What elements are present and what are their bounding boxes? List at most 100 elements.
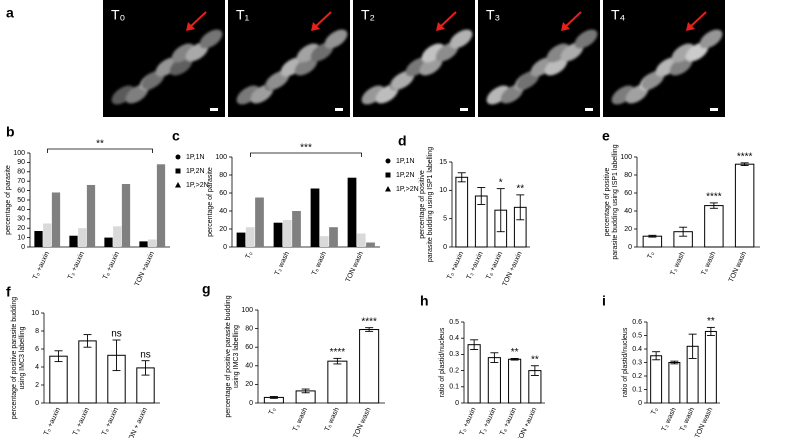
error-bar	[477, 187, 486, 205]
scale-bar	[710, 108, 718, 111]
panel-letter: f	[6, 284, 11, 300]
x-tick-label: T ON + auxin	[125, 407, 149, 438]
legend-label: 1P,2N	[186, 168, 205, 175]
bar	[668, 362, 681, 404]
bar	[113, 226, 122, 247]
error-bar	[496, 188, 505, 233]
bar	[292, 211, 301, 247]
y-tick-label: 0.5	[632, 332, 642, 339]
frame-label: T₄	[611, 7, 626, 23]
error-bar	[530, 365, 539, 376]
x-tick-label: T₀	[646, 251, 655, 261]
cell	[405, 57, 429, 77]
y-tick-label: 10	[439, 187, 447, 194]
y-tick-label: 30	[17, 216, 25, 223]
y-tick-label: 5	[443, 216, 447, 223]
cells	[361, 29, 473, 105]
significance: *	[499, 177, 503, 188]
bar	[310, 188, 320, 247]
y-tick-label: 4	[35, 364, 39, 371]
x-tick-label: T₀	[245, 251, 254, 261]
arrow	[188, 11, 207, 29]
error-bar	[740, 162, 749, 167]
y-tick-label: 100	[13, 150, 25, 157]
cell	[419, 56, 443, 76]
y-tick-label: 40	[624, 208, 632, 215]
error-bar	[688, 333, 697, 359]
x-tick-label: T₃ +auxin	[479, 407, 498, 437]
x-tick-label: T₃ wash	[670, 251, 687, 277]
error-bar	[706, 326, 715, 336]
y-tick-label: 60	[624, 190, 632, 197]
y-tick-label: 0.2	[449, 367, 459, 374]
y-tick-label: 40	[17, 206, 25, 213]
scale-bar	[210, 108, 218, 111]
legend-label: 1P,>2N	[396, 186, 419, 193]
x-tick-label: T₀	[650, 407, 659, 417]
panel-letter: h	[420, 293, 429, 309]
arrow-head	[686, 22, 695, 31]
bar	[139, 241, 148, 247]
x-tick-label: T₃ +auxin	[466, 251, 485, 281]
y-tick-label: 70	[17, 178, 25, 185]
panel-letter: e	[602, 128, 610, 144]
y-tick-label: 80	[245, 325, 253, 332]
y-tick-label: 90	[17, 159, 25, 166]
y-tick-label: 60	[245, 344, 253, 351]
cells	[111, 29, 223, 105]
y-tick-label: 15	[439, 159, 447, 166]
y-axis-label: parasite budding using ISP1 labelling	[612, 144, 619, 259]
scale-bar	[335, 108, 343, 111]
significance: **	[531, 354, 539, 365]
bar	[51, 192, 61, 247]
legend-label: 1P,>2N	[186, 182, 209, 189]
cell	[655, 57, 679, 77]
y-tick-label: 0.1	[632, 386, 642, 393]
panel-letter: g	[202, 281, 211, 297]
y-tick-label: 80	[17, 169, 25, 176]
bar	[148, 239, 157, 247]
bar	[156, 164, 166, 247]
x-tick-label: T₆ wash	[679, 407, 696, 433]
x-tick-label: TON +auxin	[134, 251, 156, 288]
y-tick-label: 0.2	[632, 373, 642, 380]
bar	[245, 227, 255, 247]
cell	[669, 56, 693, 76]
significance: ns	[140, 349, 151, 360]
significance: ****	[706, 192, 722, 203]
y-axis-label: percentage of parasite	[5, 165, 12, 235]
cell	[574, 29, 598, 49]
y-tick-label: 40	[219, 208, 227, 215]
legend-label: 1P,1N	[186, 154, 205, 161]
x-tick-label: T₃ wash	[292, 407, 309, 433]
arrow-head	[436, 22, 445, 31]
significance: **	[516, 184, 524, 195]
cells	[486, 29, 598, 105]
panel-letter: c	[172, 128, 180, 144]
y-tick-label: 20	[624, 226, 632, 233]
arrow	[438, 11, 457, 29]
frame-label: T₀	[111, 7, 126, 23]
cell	[236, 85, 260, 105]
frame-label: T₁	[236, 7, 250, 23]
y-tick-label: 0	[21, 244, 25, 251]
bar	[734, 163, 755, 248]
error-bar	[54, 350, 63, 363]
y-tick-label: 80	[219, 172, 227, 179]
y-tick-label: 0	[443, 244, 447, 251]
panel-letter: b	[6, 124, 15, 140]
cells	[611, 29, 723, 105]
error-bar	[112, 339, 121, 372]
legend-marker	[175, 154, 181, 160]
x-tick-label: TON wash	[728, 251, 748, 284]
y-axis-label: ratio of plastid/nucleus	[439, 327, 446, 397]
cell	[361, 85, 385, 105]
error-bar	[490, 352, 499, 363]
arrow	[688, 11, 707, 29]
bar	[78, 340, 97, 404]
x-tick-label: TON wash	[345, 251, 365, 284]
y-tick-label: 0.1	[449, 384, 459, 391]
x-tick-label: T₀ +auxin	[446, 251, 465, 281]
bar	[356, 233, 366, 247]
bar	[487, 357, 501, 404]
